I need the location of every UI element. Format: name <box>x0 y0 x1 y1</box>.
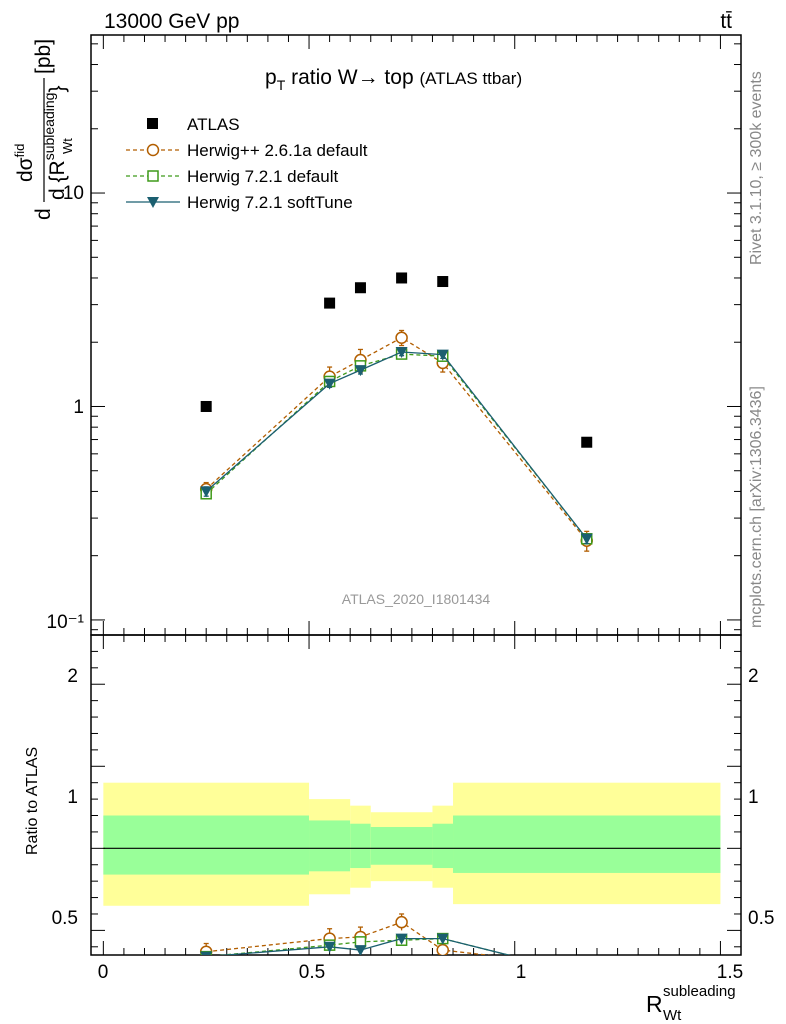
band-inner <box>453 815 721 873</box>
main-axis-ticks <box>91 35 741 635</box>
data-point <box>396 272 408 284</box>
ratio-series-line <box>216 937 511 955</box>
band-inner <box>432 823 454 869</box>
series-3 <box>200 346 593 545</box>
ytick-label-10: 10 <box>63 183 84 204</box>
band-inner <box>309 820 351 872</box>
ratio-ytick-2-right: 2 <box>748 666 759 687</box>
series-line <box>205 353 588 540</box>
xtick-label-0.5: 0.5 <box>299 962 325 983</box>
ratio-data-point <box>436 933 449 945</box>
legend-marker-herwig7-default <box>147 170 159 182</box>
legend-marker-atlas <box>147 118 158 129</box>
x-axis-title: R Wt subleading <box>646 983 736 1024</box>
data-point <box>354 365 367 377</box>
legend-marker-herwig7-softtune <box>147 197 159 208</box>
ratio-ytick-0.5-left: 0.5 <box>52 908 78 929</box>
mcplots-label: mcplots.cern.ch [arXiv:1306.3436] <box>748 386 765 628</box>
ratio-data-point <box>395 933 408 945</box>
ratio-data-point <box>395 915 408 929</box>
ratio-series-2 <box>200 933 511 955</box>
ratio-series-line <box>206 921 492 955</box>
ratio-y-tick-labels: 2 1 0.5 2 1 0.5 <box>52 666 775 929</box>
svg-text:subleading: subleading <box>663 983 736 1000</box>
ratio-ytick-2-left: 2 <box>67 666 78 687</box>
rivet-label: Rivet 3.1.10, ≥ 300k events <box>748 71 765 265</box>
ratio-y-axis-title: Ratio to ATLAS <box>24 747 41 855</box>
svg-text:[pb]: [pb] <box>32 39 55 74</box>
data-point <box>323 378 336 390</box>
series-line <box>205 336 588 542</box>
xtick-label-1.5: 1.5 <box>717 962 743 983</box>
series-2 <box>200 348 593 545</box>
header-energy: 13000 GeV pp <box>104 10 239 33</box>
data-point <box>200 486 213 498</box>
data-point <box>436 349 449 361</box>
svg-text:d {Rsubleading}: d {Rsubleading} <box>41 86 69 200</box>
legend-marker-herwigpp <box>146 143 160 157</box>
legend-label-herwigpp: Herwig++ 2.6.1a default <box>187 141 368 160</box>
ratio-series-line <box>218 937 511 955</box>
xtick-label-1: 1 <box>516 962 527 983</box>
svg-text:Wt: Wt <box>60 138 75 154</box>
y-axis-top-tick-labels: 10 1 10⁻¹ <box>47 183 85 633</box>
legend: ATLAS Herwig++ 2.6.1a default Herwig 7.2… <box>126 115 368 212</box>
ytick-label-0.1: 10⁻¹ <box>47 612 85 633</box>
series-1 <box>199 329 593 552</box>
ratio-data-point <box>200 951 213 955</box>
legend-label-atlas: ATLAS <box>187 115 240 134</box>
ratio-ytick-1-right: 1 <box>748 787 759 808</box>
ratio-uncertainty-bands <box>103 782 721 906</box>
header-process: tt̄ <box>720 10 732 33</box>
legend-label-herwig7-default: Herwig 7.2.1 default <box>187 167 338 186</box>
ytick-label-1: 1 <box>73 397 84 418</box>
svg-text:R: R <box>646 991 663 1017</box>
plot-title: pT ratio W→ top (ATLAS ttbar) <box>265 66 522 93</box>
y-axis-top-title: d dσfid d {Rsubleading} Wt [pb] <box>12 39 75 220</box>
x-tick-labels: 0 0.5 1 1.5 <box>98 962 744 983</box>
ratio-ytick-0.5-right: 0.5 <box>748 908 774 929</box>
ratio-data-point <box>436 943 449 955</box>
band-inner <box>370 827 433 865</box>
svg-text:d: d <box>32 208 55 220</box>
band-inner <box>350 823 371 869</box>
svg-text:dσfid: dσfid <box>12 144 37 182</box>
legend-label-herwig7-softtune: Herwig 7.2.1 softTune <box>187 193 353 212</box>
ratio-data-series <box>199 913 511 955</box>
data-point <box>395 331 408 344</box>
ratio-ytick-1-left: 1 <box>67 787 78 808</box>
data-point <box>580 533 593 545</box>
band-inner <box>103 815 310 875</box>
ratio-data-point <box>323 941 336 953</box>
svg-text:Wt: Wt <box>663 1007 682 1024</box>
data-point <box>395 346 408 358</box>
data-point <box>354 282 366 294</box>
xtick-label-0: 0 <box>98 962 109 983</box>
data-point <box>324 297 336 309</box>
ratio-plot-frame <box>90 634 742 956</box>
series-line <box>205 351 588 540</box>
data-point <box>437 276 449 288</box>
ratio-data-point <box>354 945 367 955</box>
data-point <box>200 400 212 412</box>
series-0 <box>200 272 593 448</box>
analysis-watermark: ATLAS_2020_I1801434 <box>342 591 491 607</box>
main-data-series <box>199 272 593 552</box>
data-point <box>581 436 593 448</box>
